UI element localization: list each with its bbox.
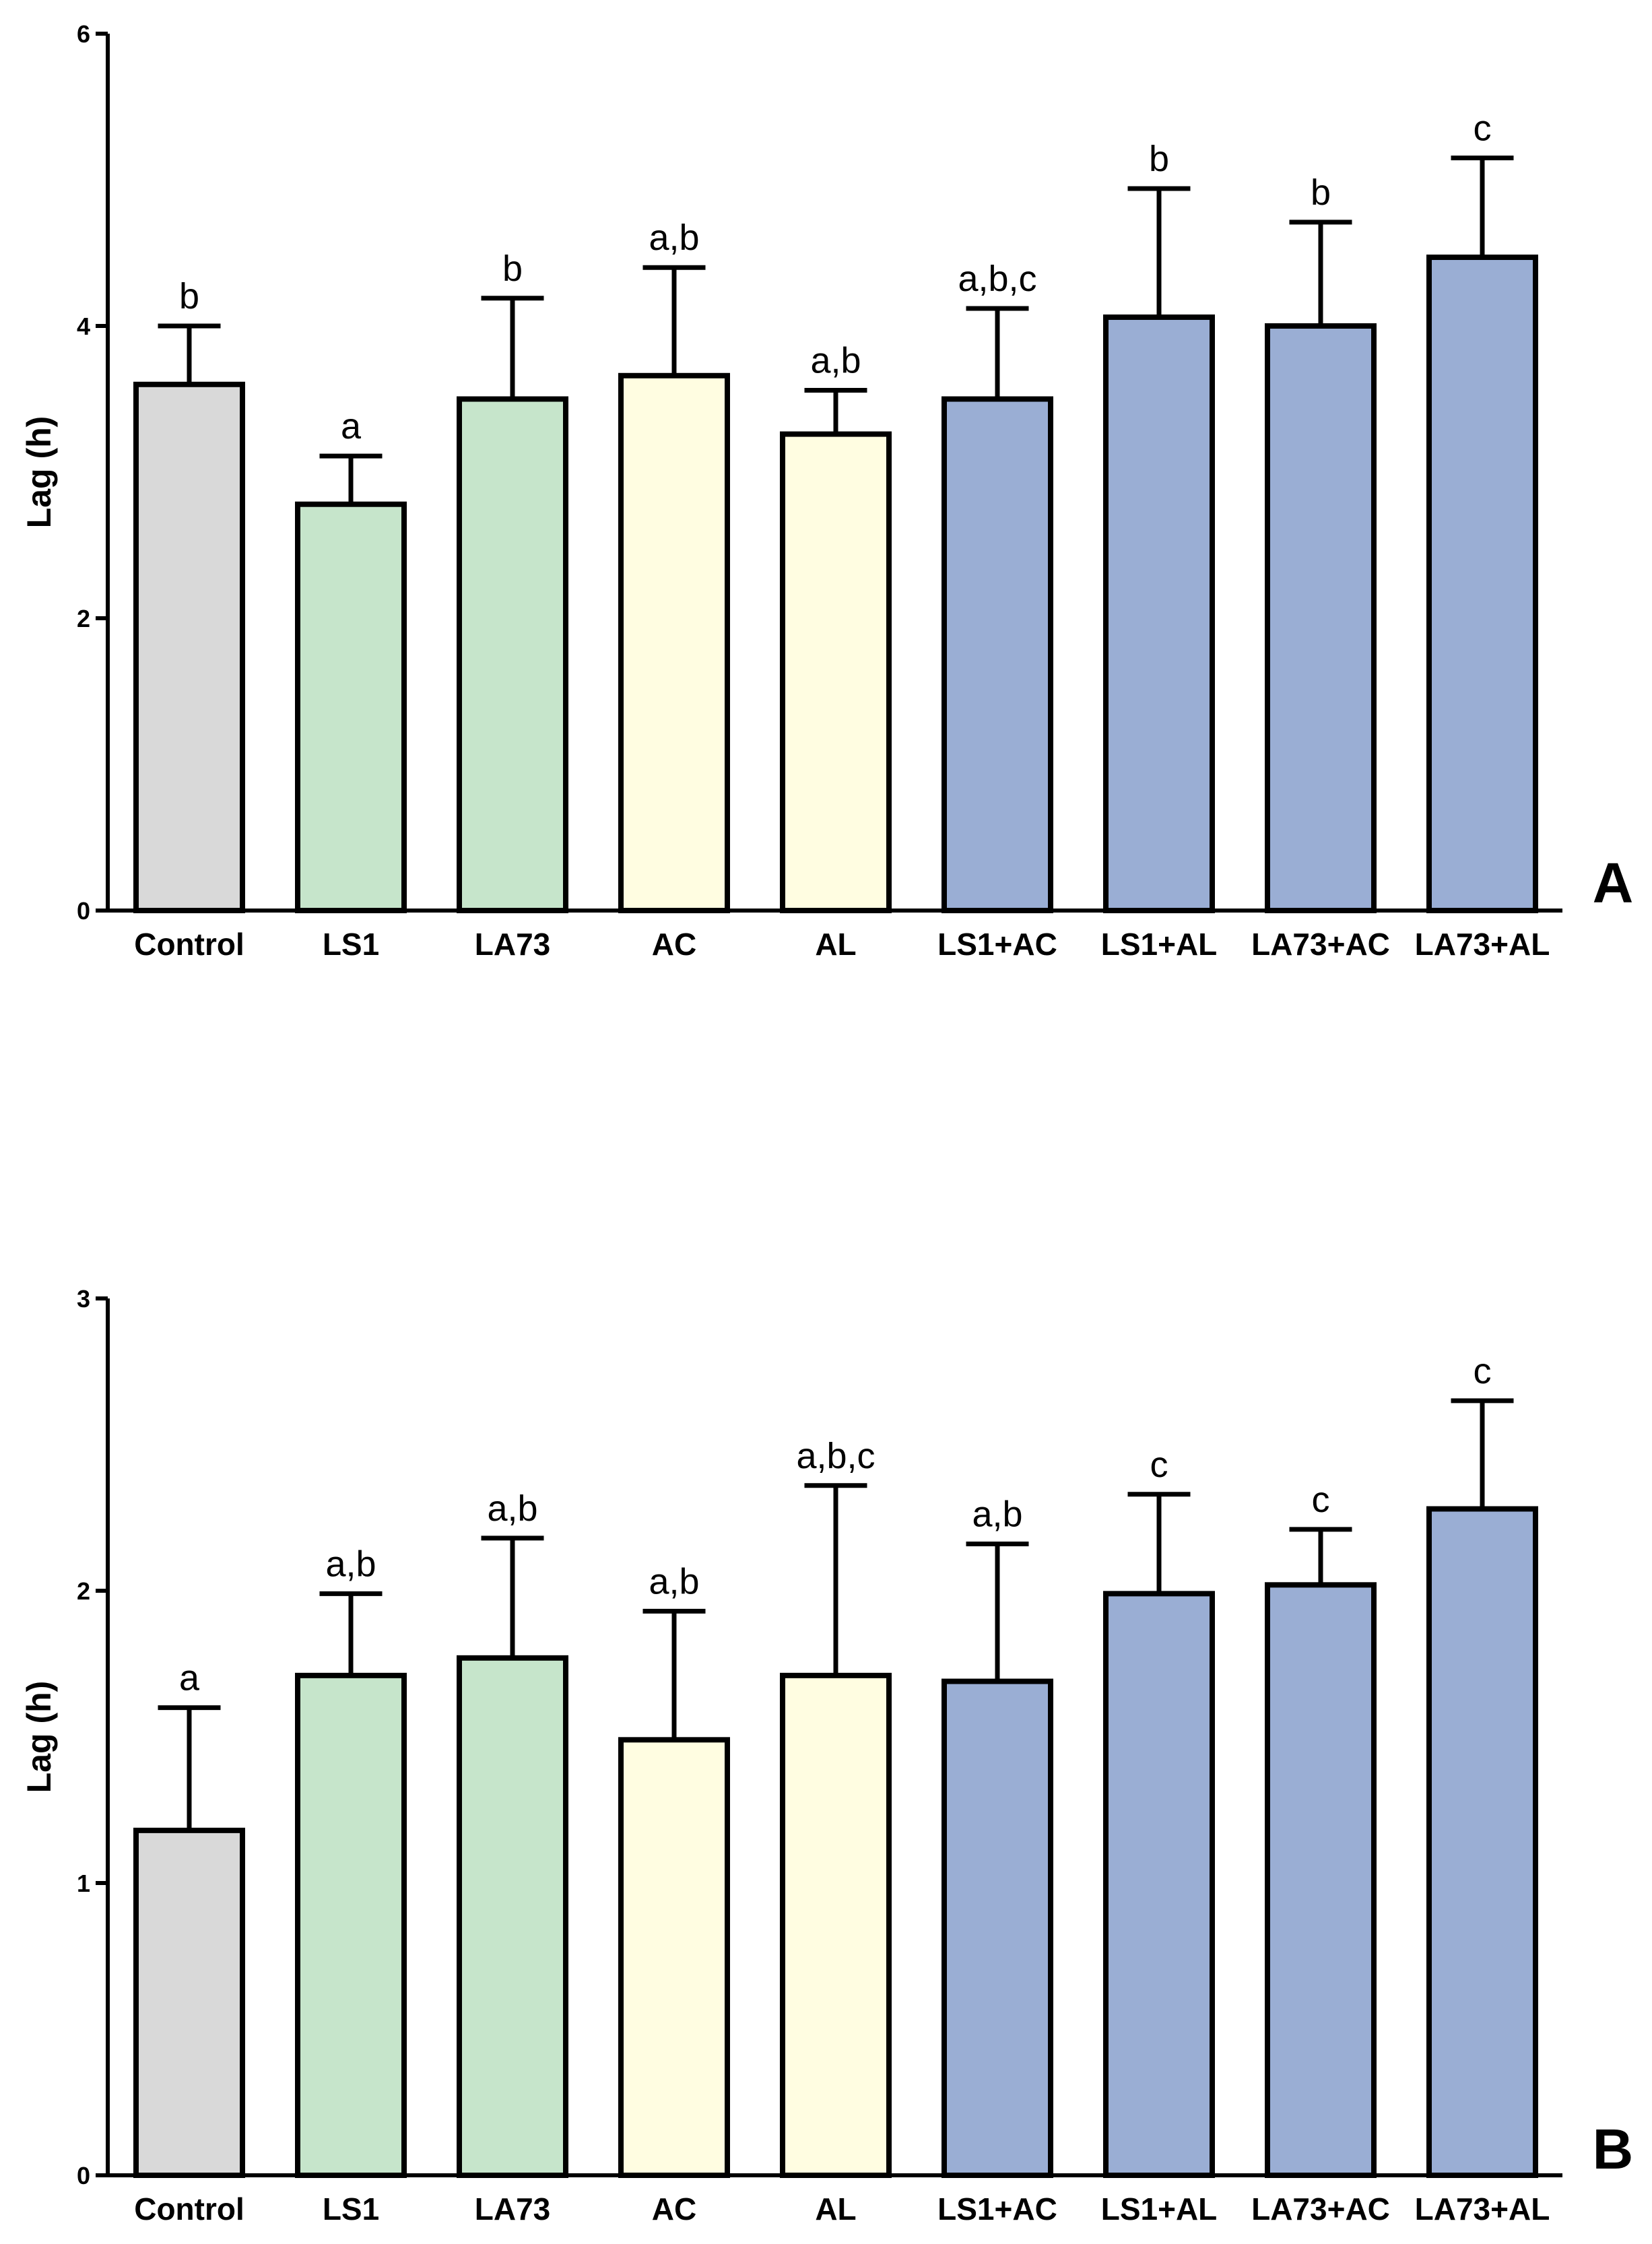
significance-label: a,b: [972, 1494, 1022, 1535]
panel-label: A: [1593, 851, 1634, 915]
x-tick-label: LA73+AL: [1415, 927, 1550, 962]
x-tick-label: LA73: [475, 2191, 550, 2226]
y-axis-title: Lag (h): [20, 416, 58, 529]
x-tick-label: AL: [815, 927, 856, 962]
bar-al: [780, 1672, 892, 2179]
y-tick-label: 4: [77, 312, 90, 340]
significance-label: a: [341, 406, 362, 447]
panel-label: B: [1593, 2117, 1634, 2181]
bar-ls1: [295, 501, 407, 913]
x-tick-label: LS1+AL: [1101, 2191, 1218, 2226]
y-tick-label: 3: [77, 1285, 90, 1313]
significance-label: c: [1474, 1351, 1492, 1391]
y-tick-label: 2: [77, 1577, 90, 1605]
bar-ac: [618, 1737, 730, 2179]
significance-label: c: [1474, 108, 1492, 148]
x-tick-label: LA73+AC: [1251, 2191, 1390, 2226]
significance-label: a,b: [487, 1488, 537, 1529]
x-tick-label: LS1: [323, 927, 379, 962]
x-tick-label: AL: [815, 2191, 856, 2226]
bar-la73-plus-al: [1426, 1506, 1538, 2178]
panel-b-chart: a Control a,b LS1 a,b LA73 a,b AC a,b,c AL a,b LS1+…: [20, 1285, 1633, 2226]
x-tick-label: AC: [652, 2191, 696, 2226]
bar-ls1-plus-al: [1103, 1591, 1215, 2179]
panel-a-chart: b Control a LS1 b LA73 a,b AC a,b AL a,b,c LS1+AC b L…: [20, 20, 1633, 962]
x-tick-label: LA73: [475, 927, 550, 962]
significance-label: a,b: [325, 1544, 376, 1584]
significance-label: b: [502, 249, 523, 289]
bar-ls1-plus-al: [1103, 314, 1215, 914]
x-tick-label: LS1: [323, 2191, 379, 2226]
significance-label: b: [179, 276, 199, 317]
y-tick-label: 6: [77, 20, 90, 48]
significance-label: c: [1312, 1480, 1330, 1520]
x-tick-label: Control: [134, 927, 244, 962]
bar-la73-plus-ac: [1265, 323, 1377, 913]
significance-label: a,b: [649, 1561, 699, 1602]
bar-ac: [618, 372, 730, 913]
bar-ls1-plus-ac: [941, 1678, 1053, 2179]
significance-label: a: [179, 1658, 200, 1698]
bar-al: [780, 431, 892, 913]
bar-control: [133, 1827, 245, 2178]
x-tick-label: LA73+AC: [1251, 927, 1390, 962]
significance-label: b: [1149, 139, 1169, 179]
x-tick-label: LS1+AC: [937, 2191, 1057, 2226]
bar-la73: [457, 396, 568, 913]
x-tick-label: AC: [652, 927, 696, 962]
y-tick-label: 2: [77, 605, 90, 632]
y-tick-label: 0: [77, 897, 90, 925]
x-tick-label: LS1+AC: [937, 927, 1057, 962]
y-tick-label: 1: [77, 1870, 90, 1897]
bar-ls1: [295, 1672, 407, 2179]
y-axis-title: Lag (h): [20, 1681, 58, 1793]
significance-label: a,b: [810, 340, 861, 381]
x-tick-label: LA73+AL: [1415, 2191, 1550, 2226]
y-tick-label: 0: [77, 2162, 90, 2189]
significance-label: a,b: [649, 218, 699, 258]
x-tick-label: Control: [134, 2191, 244, 2226]
significance-label: a,b,c: [958, 259, 1036, 299]
x-tick-label: LS1+AL: [1101, 927, 1218, 962]
significance-label: a,b,c: [796, 1436, 875, 1476]
bar-la73: [457, 1655, 568, 2179]
bar-la73-plus-al: [1426, 255, 1538, 913]
bar-control: [133, 381, 245, 913]
bar-la73-plus-ac: [1265, 1582, 1377, 2179]
significance-label: b: [1311, 172, 1331, 213]
bar-ls1-plus-ac: [941, 396, 1053, 913]
significance-label: c: [1150, 1445, 1168, 1485]
